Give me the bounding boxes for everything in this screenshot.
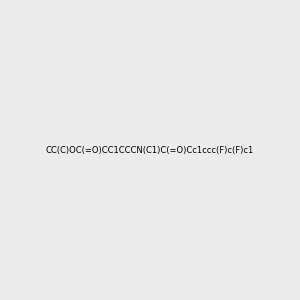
Text: CC(C)OC(=O)CC1CCCN(C1)C(=O)Cc1ccc(F)c(F)c1: CC(C)OC(=O)CC1CCCN(C1)C(=O)Cc1ccc(F)c(F)… xyxy=(46,146,254,154)
